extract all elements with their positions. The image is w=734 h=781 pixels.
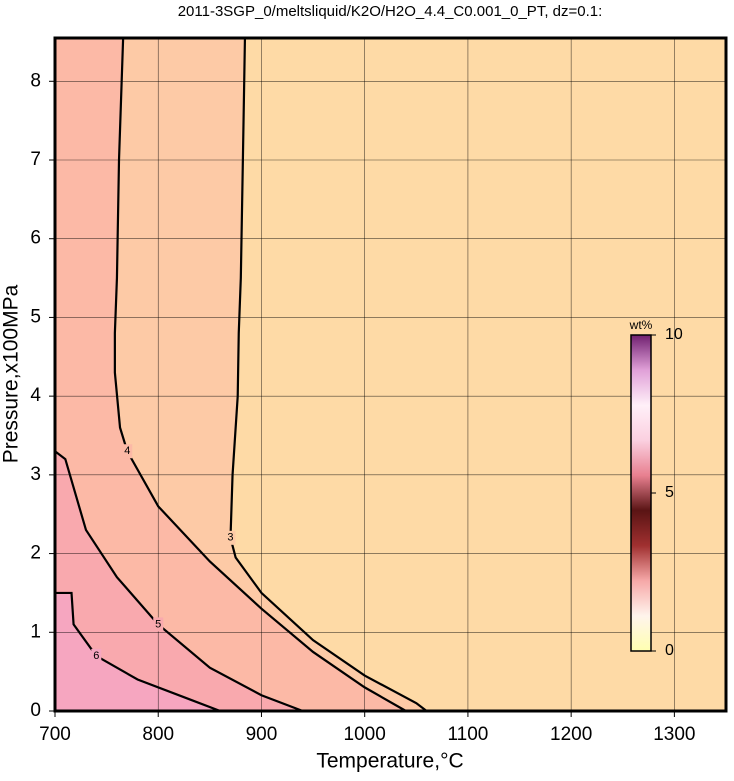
y-tick-label: 1 [30,621,41,642]
x-axis-label: Temperature,°C [316,750,463,773]
contour-label: 6 [93,650,99,662]
colorbar [630,334,652,652]
y-tick-label: 5 [30,306,41,327]
y-axis-label: Pressure,x100MPa [0,284,23,463]
y-tick-label: 6 [30,228,41,249]
contour-fill [55,592,221,711]
x-tick-label: 900 [246,724,278,745]
contour-label: 5 [155,618,161,630]
x-tick-label: 1200 [550,724,592,745]
contour-label: 4 [124,445,130,457]
chart-title: 2011-3SGP_0/meltsliquid/K2O/H2O_4.4_C0.0… [178,3,603,20]
x-tick-label: 1300 [653,724,695,745]
colorbar-tick-label: 5 [665,484,674,501]
contour-label-bg [225,530,236,545]
contour-label-bg [122,444,133,459]
y-tick-label: 0 [30,700,41,721]
contour-label: 3 [227,532,233,544]
x-tick-label: 1000 [344,724,386,745]
y-tick-label: 3 [30,464,41,485]
contour-label-bg [91,648,102,663]
x-tick-label: 1100 [447,724,488,745]
contour-fill [55,451,303,711]
x-tick-label: 800 [142,724,174,745]
x-tick-label: 700 [39,724,71,745]
y-tick-label: 4 [30,385,41,406]
contour-line [54,450,304,713]
y-tick-label: 8 [30,70,41,91]
contour-fill [55,38,406,711]
contour-label-bg [153,617,164,632]
colorbar-tick-label: 10 [665,326,683,343]
colorbar-tick-label: 0 [665,642,674,659]
plot-frame [53,36,728,713]
y-tick-label: 2 [30,543,41,564]
colorbar-label: wt% [629,318,653,332]
y-tick-label: 7 [30,149,41,170]
